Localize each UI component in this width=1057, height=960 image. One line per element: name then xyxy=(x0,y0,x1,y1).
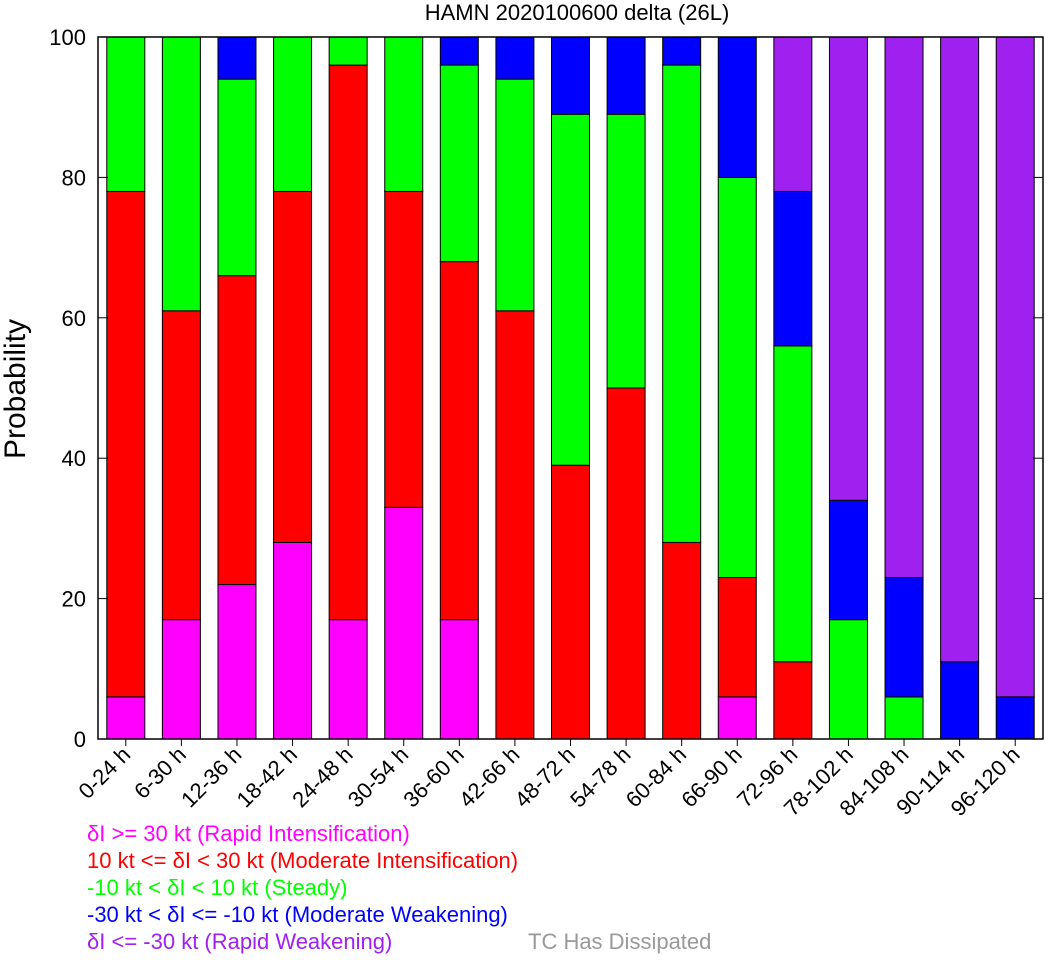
y-tick-label-0: 0 xyxy=(74,727,86,752)
bar-segment-mi-9 xyxy=(606,387,646,740)
bar-segment-mw-13 xyxy=(828,499,868,621)
legend-entry-steady: -10 kt < δI < 10 kt (Steady) xyxy=(87,875,348,900)
bar-segment-ri-1 xyxy=(161,619,201,740)
x-tick-label-3: 18-42 h xyxy=(232,742,302,812)
bar-segment-mw-15 xyxy=(940,661,980,740)
bar-segment-mi-4 xyxy=(328,64,368,621)
bar-segment-st-8 xyxy=(551,113,590,466)
bar-segment-rw-16 xyxy=(995,36,1035,698)
bar-segment-st-2 xyxy=(217,78,257,277)
bar-segment-mi-11 xyxy=(717,577,757,698)
bar-segment-mw-8 xyxy=(551,36,590,115)
bar-segment-st-4 xyxy=(328,36,368,66)
bar-segment-ri-4 xyxy=(328,619,368,740)
bar-segment-st-13 xyxy=(828,619,868,740)
bar-segment-mi-3 xyxy=(273,190,313,543)
y-tick-label-60: 60 xyxy=(62,306,86,331)
bar-segment-mi-1 xyxy=(161,310,201,621)
bar-segment-st-1 xyxy=(161,36,201,312)
bar-segment-st-3 xyxy=(273,36,313,192)
bar-segment-rw-15 xyxy=(940,36,980,663)
bars-group xyxy=(106,36,1035,740)
plot-frame xyxy=(97,36,1044,740)
bar-segment-st-10 xyxy=(662,64,702,543)
bar-segment-ri-6 xyxy=(439,619,479,740)
legend: δI >= 30 kt (Rapid Intensification) 10 k… xyxy=(87,820,518,955)
bar-segment-mw-6 xyxy=(439,36,479,66)
bar-segment-st-5 xyxy=(384,36,424,192)
bar-segment-st-9 xyxy=(606,113,646,389)
bar-segment-mi-10 xyxy=(662,541,702,740)
bar-segment-st-7 xyxy=(495,78,535,312)
bar-segment-mi-0 xyxy=(106,190,146,698)
y-axis-label: Probability xyxy=(0,319,32,459)
bar-segment-st-14 xyxy=(884,696,924,740)
bar-segment-mi-5 xyxy=(384,190,424,508)
bar-segment-mw-10 xyxy=(662,36,702,66)
legend-entry-rapid-intensification: δI >= 30 kt (Rapid Intensification) xyxy=(87,821,410,846)
bar-segment-ri-11 xyxy=(717,696,757,740)
y-tick-label-40: 40 xyxy=(62,446,86,471)
bar-segment-mw-2 xyxy=(217,36,257,80)
bar-segment-st-11 xyxy=(717,176,757,579)
bar-segment-mi-7 xyxy=(495,310,535,740)
x-tick-label-5: 30-54 h xyxy=(343,742,413,812)
dissipated-label: TC Has Dissipated xyxy=(528,929,712,954)
bar-segment-mi-6 xyxy=(439,261,479,621)
x-tick-label-6: 36-60 h xyxy=(398,742,468,812)
bar-segment-rw-12 xyxy=(773,36,813,192)
chart-title: HAMN 2020100600 delta (26L) xyxy=(425,0,730,25)
bar-segment-ri-3 xyxy=(273,541,313,740)
bar-segment-st-12 xyxy=(773,345,813,663)
legend-entry-moderate-intensification: 10 kt <= δI < 30 kt (Moderate Intensific… xyxy=(87,848,519,873)
bar-segment-ri-2 xyxy=(217,584,257,740)
bar-segment-mw-12 xyxy=(773,190,813,347)
x-tick-label-4: 24-48 h xyxy=(287,742,357,812)
legend-entry-rapid-weakening: δI <= -30 kt (Rapid Weakening) xyxy=(87,929,393,954)
x-tick-label-7: 42-66 h xyxy=(454,742,524,812)
bar-segment-mw-9 xyxy=(606,36,646,115)
bar-segment-rw-13 xyxy=(828,36,868,501)
bar-segment-mw-16 xyxy=(995,696,1035,740)
legend-entry-moderate-weakening: -30 kt < δI <= -10 kt (Moderate Weakenin… xyxy=(87,902,508,927)
bar-segment-ri-0 xyxy=(106,696,146,740)
bar-segment-st-6 xyxy=(439,64,479,263)
bar-segment-mw-7 xyxy=(495,36,535,80)
bar-segment-st-0 xyxy=(106,36,146,192)
bar-segment-mi-8 xyxy=(551,464,590,740)
x-tick-label-11: 66-90 h xyxy=(676,742,746,812)
bar-segment-mw-11 xyxy=(717,36,757,178)
x-tick-label-10: 60-84 h xyxy=(621,742,691,812)
bar-segment-mi-2 xyxy=(217,275,257,586)
x-tick-label-2: 12-36 h xyxy=(176,742,246,812)
bar-segment-mw-14 xyxy=(884,577,924,698)
y-tick-label-100: 100 xyxy=(49,25,86,50)
y-tick-label-20: 20 xyxy=(62,587,86,612)
y-tick-label-80: 80 xyxy=(62,165,86,190)
x-tick-label-8: 48-72 h xyxy=(510,742,580,812)
bar-segment-mi-12 xyxy=(773,661,813,740)
bar-segment-ri-5 xyxy=(384,506,424,740)
bar-segment-rw-14 xyxy=(884,36,924,579)
x-tick-label-9: 54-78 h xyxy=(565,742,635,812)
